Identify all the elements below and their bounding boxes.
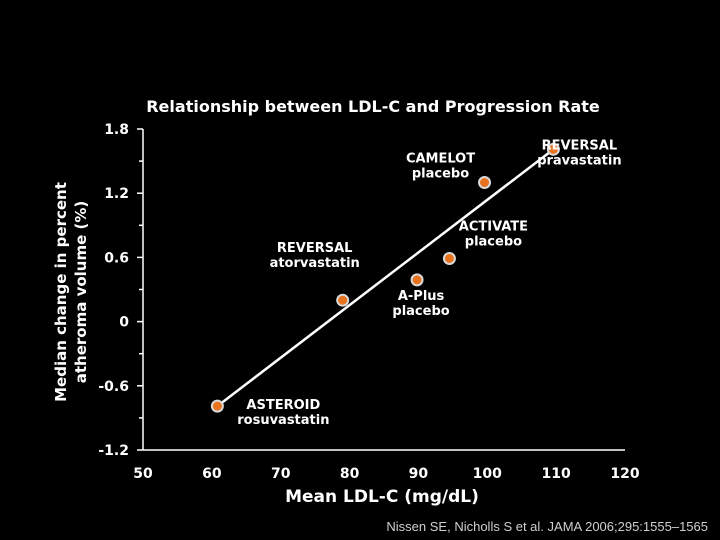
y-tick-label: -0.6 <box>98 379 129 395</box>
x-tick-label: 80 <box>340 466 360 482</box>
point-label-line: placebo <box>412 167 469 182</box>
x-tick-label: 90 <box>409 466 429 482</box>
chart-title: Relationship between LDL-C and Progressi… <box>146 97 600 116</box>
y-tick-label: -1.2 <box>98 443 129 459</box>
data-point <box>410 273 424 287</box>
point-label: ASTEROID rosuvastatin <box>237 398 329 428</box>
x-tick-label: 70 <box>271 466 291 482</box>
point-label: A-Plus placebo <box>392 289 449 319</box>
point-label-line: atorvastatin <box>270 256 360 271</box>
point-label-line: CAMELOT <box>406 152 475 167</box>
point-label-line: REVERSAL <box>277 241 353 256</box>
y-axis-label: Median change in percent atheroma volume… <box>52 182 90 402</box>
x-axis-label: Mean LDL-C (mg/dL) <box>285 487 479 507</box>
point-label-line: placebo <box>392 304 449 319</box>
x-tick-label: 120 <box>610 466 639 482</box>
y-axis-label-line-1: Median change in percent <box>52 182 70 402</box>
x-tick-label: 60 <box>202 466 222 482</box>
citation: Nissen SE, Nicholls S et al. JAMA 2006;2… <box>386 519 708 534</box>
y-tick-label: 1.8 <box>104 122 129 138</box>
point-label-line: REVERSAL <box>542 138 618 153</box>
axes: 1.8 1.2 0.6 0 -0.6 -1.250 60 70 80 90 100 110 120 <box>98 122 639 482</box>
data-point <box>442 251 456 265</box>
data-point <box>336 293 350 307</box>
point-label-line: pravastatin <box>537 153 621 168</box>
point-label: REVERSAL atorvastatin <box>270 241 360 271</box>
point-label-line: A-Plus <box>398 289 445 304</box>
point-label-line: placebo <box>465 234 522 249</box>
y-tick-label: 0.6 <box>104 250 129 266</box>
point-label: REVERSAL pravastatin <box>537 138 621 168</box>
point-label: ACTIVATE placebo <box>459 219 528 249</box>
point-label-line: ACTIVATE <box>459 219 528 234</box>
point-label-line: ASTEROID <box>246 398 320 413</box>
x-tick-label: 110 <box>542 466 571 482</box>
data-point <box>546 142 560 156</box>
y-tick-label: 1.2 <box>104 186 129 202</box>
point-label-line: rosuvastatin <box>237 413 329 428</box>
data-point <box>478 176 492 189</box>
trend-line <box>216 148 555 408</box>
x-tick-label: 50 <box>133 466 153 482</box>
x-tick-label: 100 <box>473 466 502 482</box>
y-axis-label-line-2: atheroma volume (%) <box>72 201 90 384</box>
point-label: CAMELOT placebo <box>406 152 475 182</box>
data-point <box>210 399 224 413</box>
y-tick-label: 0 <box>119 315 129 331</box>
